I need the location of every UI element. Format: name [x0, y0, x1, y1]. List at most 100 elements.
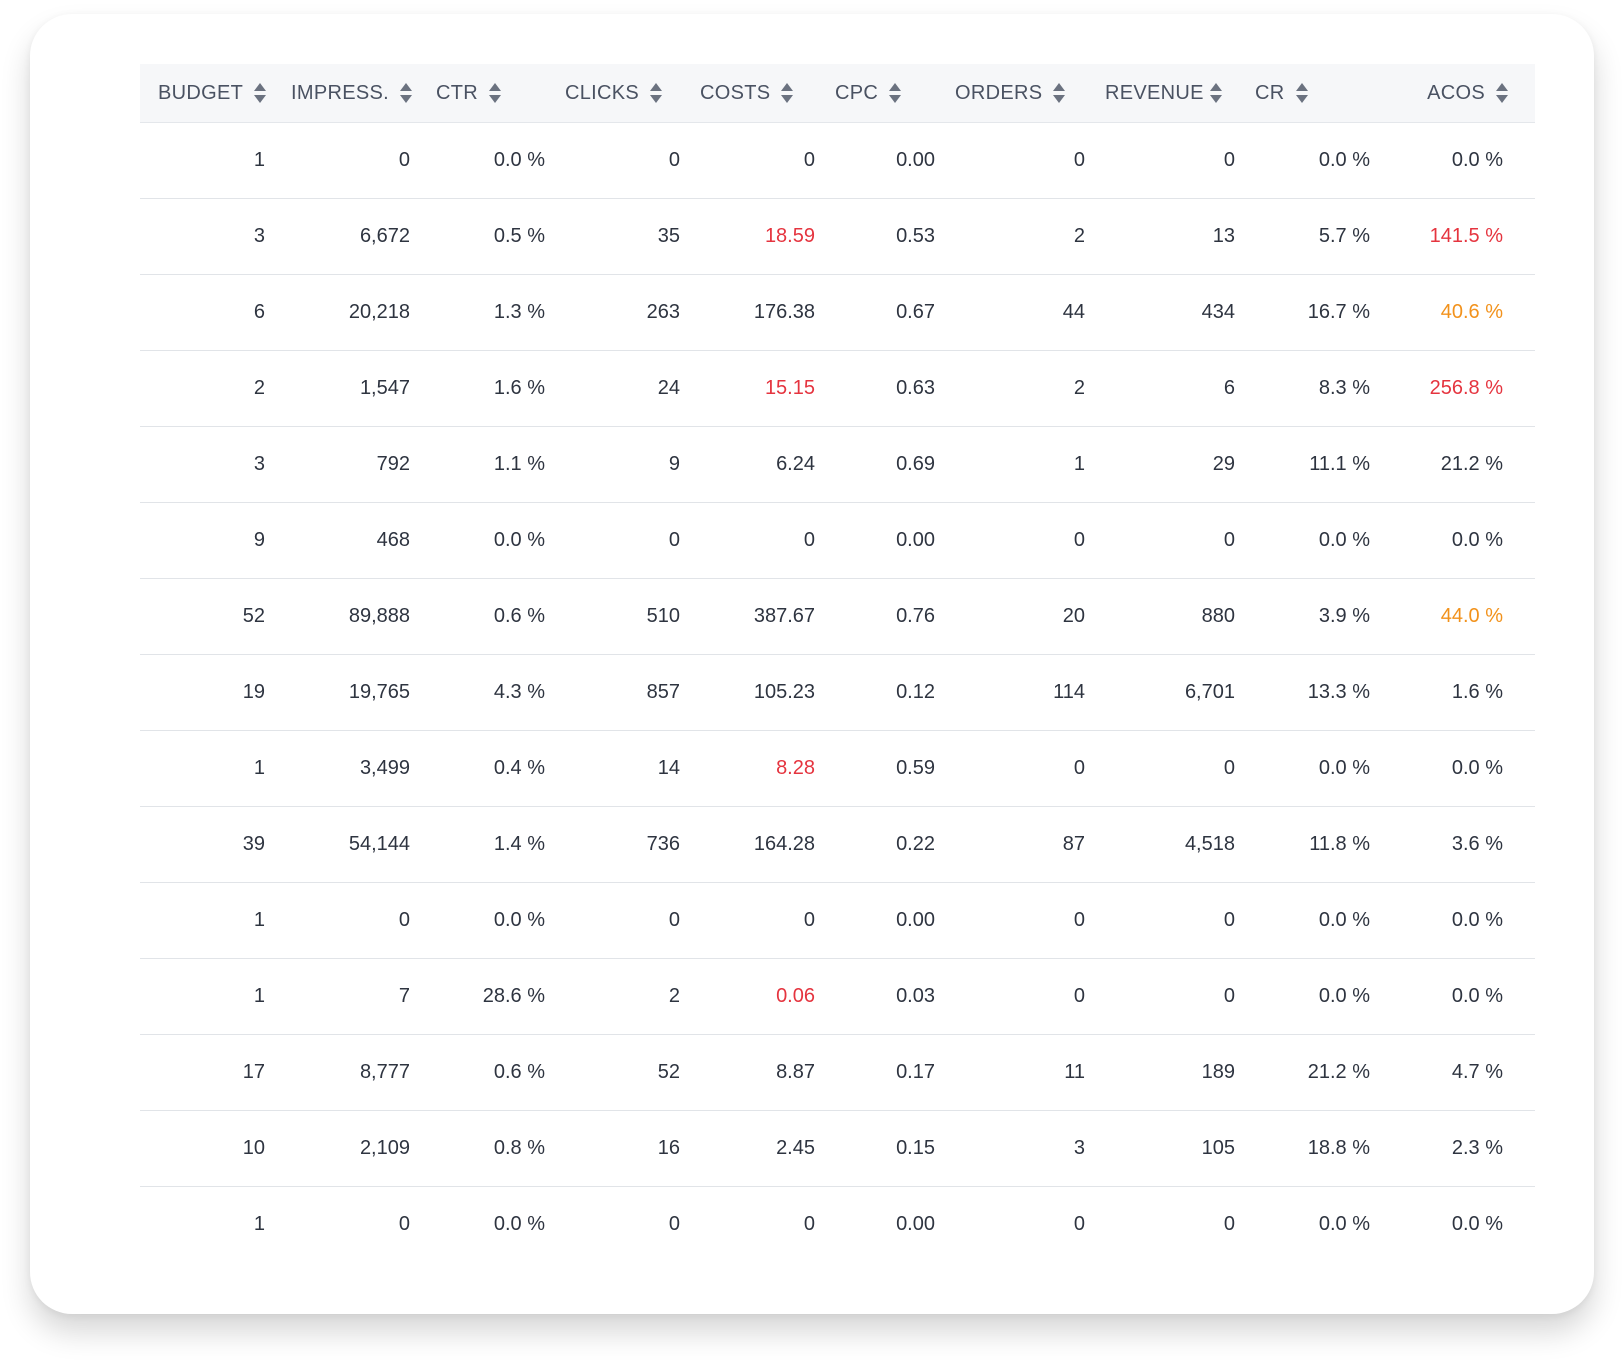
cell-cpc: 0.17 — [835, 1034, 955, 1111]
column-header-orders[interactable]: ORDERS — [955, 64, 1105, 123]
column-header-impressions[interactable]: IMPRESS. — [285, 64, 430, 123]
column-header-budget[interactable]: BUDGET — [140, 64, 285, 123]
cell-impress: 1,547 — [285, 350, 430, 427]
table-row[interactable]: 39 54,144 1.4 % 736 164.28 0.22 87 4,518 11.8 % 3… — [140, 806, 1535, 883]
cell-ctr: 1.6 % — [430, 350, 565, 427]
clicks-value: 52 — [657, 1061, 680, 1083]
table-row[interactable]: 1 7 28.6 % 2 0.06 0.03 0 0 0.0 % 0.0 % — [140, 958, 1535, 1035]
sort-arrows-icon[interactable] — [888, 82, 902, 104]
orders-value: 2 — [1073, 225, 1085, 247]
clicks-value: 16 — [657, 1137, 680, 1159]
cell-budget: 3 — [140, 426, 285, 503]
revenues-value: 0 — [1223, 149, 1235, 171]
table-row[interactable]: 9 468 0.0 % 0 0 0.00 0 0 0.0 % 0.0 % — [140, 502, 1535, 579]
column-header-cr[interactable]: CR — [1255, 64, 1390, 123]
cell-ctr: 1.3 % — [430, 274, 565, 351]
table-row[interactable]: 3 792 1.1 % 9 6.24 0.69 1 29 11.1 % 21.2 % — [140, 426, 1535, 503]
costs-value: 8.28 — [776, 757, 815, 779]
cell-cr: 18.8 % — [1255, 1110, 1390, 1187]
table-row[interactable]: 1 0 0.0 % 0 0 0.00 0 0 0.0 % 0.0 % — [140, 1187, 1535, 1263]
cell-ctr: 1.1 % — [430, 426, 565, 503]
orders-value: 0 — [1073, 1213, 1085, 1235]
impress-value: 468 — [376, 529, 410, 551]
impress-value: 6,672 — [359, 225, 410, 247]
column-header-ctr[interactable]: CTR — [430, 64, 565, 123]
sort-arrows-icon[interactable] — [1495, 82, 1509, 104]
budget-value: 17 — [242, 1061, 265, 1083]
cpc-value: 0.00 — [896, 909, 935, 931]
sort-arrows-icon[interactable] — [1209, 82, 1223, 104]
column-header-revenues[interactable]: REVENUES — [1105, 64, 1255, 123]
sort-arrows-icon[interactable] — [253, 82, 267, 104]
orders-value: 0 — [1073, 149, 1085, 171]
column-header-acos[interactable]: ACOS — [1390, 64, 1535, 123]
cell-revenues: 4,518 — [1105, 806, 1255, 883]
costs-value: 105.23 — [753, 681, 815, 703]
table-row[interactable]: 3 6,672 0.5 % 35 18.59 0.53 2 13 5.7 % 141.5 % — [140, 198, 1535, 275]
impress-value: 0 — [398, 909, 410, 931]
cr-value: 5.7 % — [1318, 225, 1370, 247]
column-header-cpc[interactable]: CPC — [835, 64, 955, 123]
column-header-clicks[interactable]: CLICKS — [565, 64, 700, 123]
cpc-value: 0.00 — [896, 1213, 935, 1235]
cell-clicks: 35 — [565, 198, 700, 275]
sort-arrows-icon[interactable] — [1052, 82, 1066, 104]
cell-revenues: 6,701 — [1105, 654, 1255, 731]
table-row[interactable]: 19 19,765 4.3 % 857 105.23 0.12 114 6,701 13.3 %… — [140, 654, 1535, 731]
impress-value: 792 — [376, 453, 410, 475]
cell-ctr: 0.0 % — [430, 122, 565, 199]
cell-clicks: 736 — [565, 806, 700, 883]
sort-arrows-icon[interactable] — [649, 82, 663, 104]
sort-arrows-icon[interactable] — [399, 82, 413, 104]
impress-value: 2,109 — [359, 1137, 410, 1159]
cell-budget: 1 — [140, 1187, 285, 1263]
revenues-value: 6,701 — [1184, 681, 1235, 703]
cell-impress: 468 — [285, 502, 430, 579]
cell-cpc: 0.00 — [835, 122, 955, 199]
cell-impress: 89,888 — [285, 578, 430, 655]
budget-value: 1 — [253, 149, 265, 171]
cell-cpc: 0.00 — [835, 1187, 955, 1263]
impress-value: 20,218 — [348, 301, 410, 323]
budget-value: 1 — [253, 757, 265, 779]
acos-value: 0.0 % — [1451, 757, 1503, 779]
revenues-value: 0 — [1223, 985, 1235, 1007]
orders-value: 3 — [1073, 1137, 1085, 1159]
clicks-value: 0 — [668, 529, 680, 551]
revenues-value: 0 — [1223, 1213, 1235, 1235]
ctr-value: 4.3 % — [493, 681, 545, 703]
cell-cr: 5.7 % — [1255, 198, 1390, 275]
cell-cpc: 0.03 — [835, 958, 955, 1035]
revenues-value: 0 — [1223, 757, 1235, 779]
cell-impress: 792 — [285, 426, 430, 503]
sort-arrows-icon[interactable] — [780, 82, 794, 104]
table-row[interactable]: 1 0 0.0 % 0 0 0.00 0 0 0.0 % 0.0 % — [140, 882, 1535, 959]
cpc-value: 0.12 — [896, 681, 935, 703]
cell-cpc: 0.12 — [835, 654, 955, 731]
cell-clicks: 2 — [565, 958, 700, 1035]
cell-ctr: 0.8 % — [430, 1110, 565, 1187]
cell-ctr: 0.5 % — [430, 198, 565, 275]
orders-value: 0 — [1073, 529, 1085, 551]
table-row[interactable]: 1 0 0.0 % 0 0 0.00 0 0 0.0 % 0.0 % — [140, 122, 1535, 199]
column-header-label: ORDERS — [955, 81, 1043, 104]
cell-acos: 40.6 % — [1390, 274, 1535, 351]
budget-value: 39 — [242, 833, 265, 855]
cell-acos: 141.5 % — [1390, 198, 1535, 275]
sort-arrows-icon[interactable] — [488, 82, 502, 104]
table-row[interactable]: 10 2,109 0.8 % 16 2.45 0.15 3 105 18.8 % 2.3 % — [140, 1110, 1535, 1187]
cell-costs: 15.15 — [700, 350, 835, 427]
column-header-costs[interactable]: COSTS — [700, 64, 835, 123]
revenues-value: 0 — [1223, 909, 1235, 931]
cell-cr: 0.0 % — [1255, 502, 1390, 579]
table-row[interactable]: 17 8,777 0.6 % 52 8.87 0.17 11 189 21.2 % 4.7 % — [140, 1034, 1535, 1111]
table-row[interactable]: 2 1,547 1.6 % 24 15.15 0.63 2 6 8.3 % 256.8 % — [140, 350, 1535, 427]
cell-costs: 8.28 — [700, 730, 835, 807]
sort-arrows-icon[interactable] — [1295, 82, 1309, 104]
table-row[interactable]: 6 20,218 1.3 % 263 176.38 0.67 44 434 16.7 % 40.6… — [140, 274, 1535, 351]
table-row[interactable]: 1 3,499 0.4 % 14 8.28 0.59 0 0 0.0 % 0.0 % — [140, 730, 1535, 807]
budget-value: 19 — [242, 681, 265, 703]
clicks-value: 857 — [646, 681, 680, 703]
budget-value: 52 — [242, 605, 265, 627]
table-row[interactable]: 52 89,888 0.6 % 510 387.67 0.76 20 880 3.9 % 44.0… — [140, 578, 1535, 655]
